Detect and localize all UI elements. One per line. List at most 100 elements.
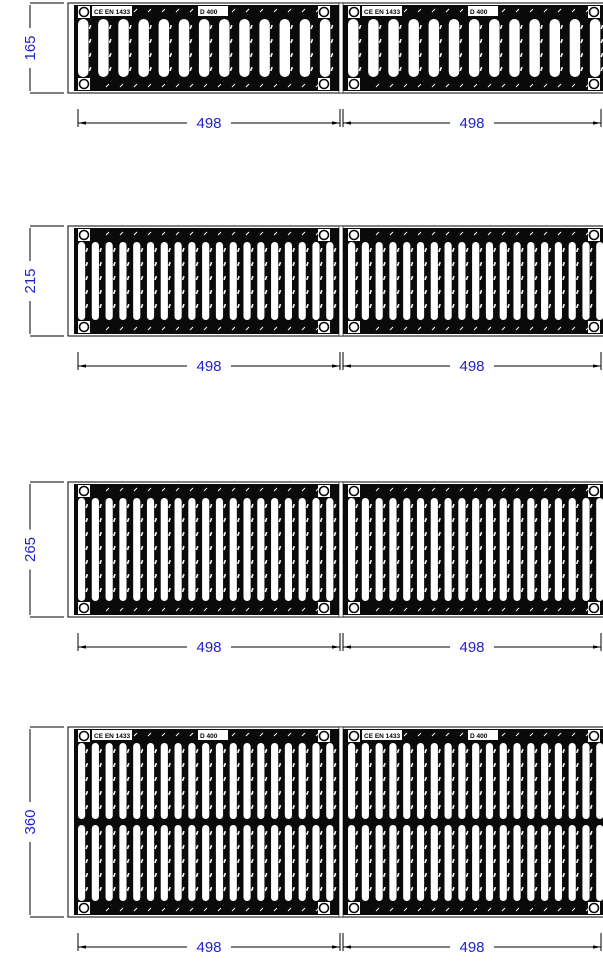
grate-notch bbox=[112, 289, 116, 295]
grate-notch bbox=[85, 289, 89, 295]
flange-hatch bbox=[445, 231, 450, 236]
grate-notch bbox=[369, 830, 372, 836]
grate-slot bbox=[215, 743, 224, 819]
grate-notch bbox=[534, 303, 538, 309]
grate-notch bbox=[382, 289, 386, 295]
marking-ce: CE EN 1433 bbox=[94, 733, 131, 740]
grate-slot bbox=[160, 498, 168, 601]
grate-notch bbox=[369, 261, 372, 267]
grate-notch bbox=[369, 247, 372, 253]
grate-notch bbox=[292, 531, 296, 537]
grate-notch bbox=[112, 247, 116, 253]
bolt-hole-icon bbox=[78, 321, 90, 333]
grate-notch bbox=[85, 545, 89, 551]
grate-slot bbox=[146, 743, 155, 819]
grate-slot bbox=[259, 19, 270, 77]
flange-hatch bbox=[231, 8, 236, 13]
grate-notch bbox=[396, 872, 400, 878]
grate-slot bbox=[541, 825, 549, 901]
grate-notch bbox=[548, 531, 552, 537]
grate-notch bbox=[382, 790, 386, 796]
grate-notch bbox=[250, 748, 254, 754]
grate-slot bbox=[188, 743, 196, 819]
grate-notch bbox=[181, 517, 185, 523]
grate-notch bbox=[250, 830, 254, 836]
grate-notch bbox=[181, 804, 185, 810]
grate-notch bbox=[465, 545, 469, 551]
grate-notch bbox=[112, 872, 116, 878]
grate-notch bbox=[209, 830, 213, 836]
grate-notch bbox=[398, 24, 402, 30]
grate-slot bbox=[348, 743, 356, 819]
flange-hatch bbox=[543, 326, 548, 331]
flange-hatch bbox=[473, 83, 478, 88]
grate-notch bbox=[237, 503, 240, 509]
grate-notch bbox=[237, 844, 240, 850]
grate-notch bbox=[112, 830, 116, 836]
length-dimension-label: 498 bbox=[459, 115, 484, 132]
grate-slot bbox=[541, 242, 549, 320]
grate-notch bbox=[493, 247, 497, 253]
grate-notch bbox=[195, 531, 199, 537]
flange-hatch bbox=[445, 8, 450, 13]
grate-notch bbox=[128, 66, 132, 72]
grate-notch bbox=[223, 559, 227, 565]
bolt-hole-icon bbox=[348, 902, 360, 914]
grate-slot bbox=[202, 242, 210, 320]
grate-notch bbox=[154, 776, 158, 782]
grate-slot bbox=[312, 825, 320, 901]
grate-notch bbox=[520, 844, 524, 850]
grate-notch bbox=[250, 289, 254, 295]
flange-hatch bbox=[133, 231, 138, 236]
grate-notch bbox=[378, 52, 382, 58]
grate-notch bbox=[99, 748, 102, 754]
grate-notch bbox=[493, 804, 497, 810]
grate-notch bbox=[305, 531, 309, 537]
grate-notch bbox=[140, 748, 144, 754]
grate-notch bbox=[209, 872, 213, 878]
flange-hatch bbox=[133, 326, 138, 331]
flange-hatch bbox=[273, 487, 278, 492]
grate-notch bbox=[534, 776, 538, 782]
length-dimension-label: 498 bbox=[459, 639, 484, 656]
grate-notch bbox=[264, 573, 268, 579]
grate-notch bbox=[562, 247, 566, 253]
grate-notch bbox=[112, 261, 116, 267]
bolt-hole-icon bbox=[318, 229, 330, 241]
flange-hatch bbox=[189, 83, 194, 88]
grate-notch bbox=[562, 790, 566, 796]
grate-notch bbox=[355, 858, 359, 864]
flange-hatch bbox=[501, 732, 506, 737]
grate-notch bbox=[209, 503, 213, 509]
grate-notch bbox=[534, 762, 538, 768]
grate-slot bbox=[361, 242, 369, 320]
grate-notch bbox=[419, 24, 422, 30]
marking-class-box bbox=[468, 6, 498, 16]
grate-notch bbox=[369, 573, 372, 579]
grate-notch bbox=[438, 748, 441, 754]
grate-notch bbox=[140, 804, 144, 810]
grate-slot bbox=[582, 743, 590, 819]
grate-notch bbox=[382, 587, 386, 593]
marking-ce-box bbox=[92, 730, 132, 740]
grate-notch bbox=[264, 587, 268, 593]
grate-slot bbox=[361, 498, 369, 601]
grate-notch bbox=[310, 66, 314, 72]
grate-notch bbox=[451, 545, 455, 551]
grate-notch bbox=[278, 573, 282, 579]
grate-notch bbox=[99, 275, 102, 281]
grate-notch bbox=[250, 517, 254, 523]
grate-notch bbox=[589, 545, 593, 551]
grate-notch bbox=[396, 545, 400, 551]
grate-notch bbox=[439, 52, 443, 58]
grate-notch bbox=[575, 503, 579, 509]
grate-notch bbox=[451, 531, 455, 537]
grate-slot bbox=[312, 242, 320, 320]
grate-notch bbox=[465, 830, 469, 836]
flange-hatch bbox=[417, 83, 422, 88]
grate-notch bbox=[270, 38, 273, 44]
grate-notch bbox=[237, 587, 240, 593]
flange-hatch bbox=[501, 83, 506, 88]
grate-notch bbox=[369, 858, 372, 864]
grate-notch bbox=[540, 24, 543, 30]
